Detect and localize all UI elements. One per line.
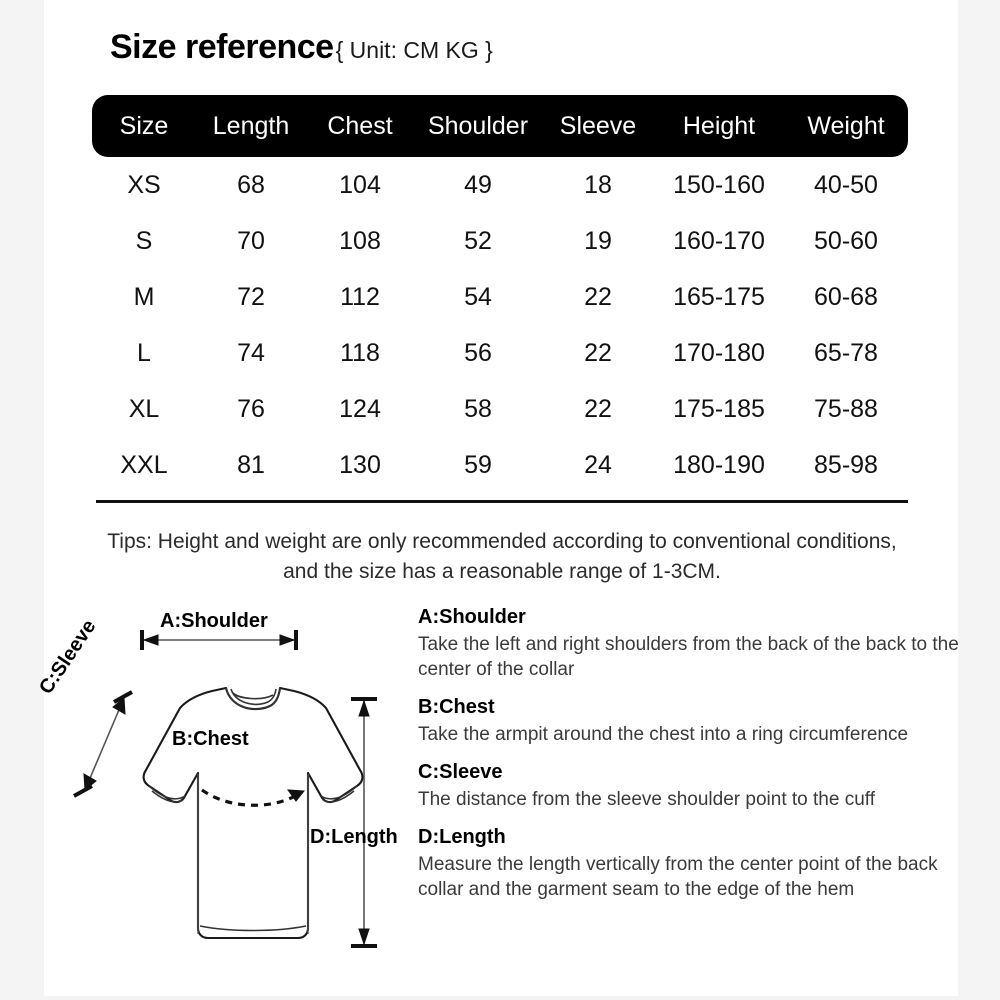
description-title: C:Sleeve xyxy=(418,761,503,783)
cell-shoulder: 59 xyxy=(414,437,542,493)
page-title: Size reference { Unit: CM KG } xyxy=(110,28,493,67)
cell-size: M xyxy=(92,269,196,325)
length-dimension-arrow xyxy=(351,697,377,948)
description-title: D:Length xyxy=(418,826,506,848)
cell-chest: 112 xyxy=(306,269,414,325)
cell-height: 165-175 xyxy=(654,269,784,325)
cell-length: 68 xyxy=(196,157,306,213)
column-header-chest: Chest xyxy=(327,111,393,140)
description-chest: B:Chest Take the armpit around the chest… xyxy=(418,694,963,747)
section-divider xyxy=(96,500,908,503)
description-length: D:Length Measure the length vertically f… xyxy=(418,824,963,902)
cell-length: 81 xyxy=(196,437,306,493)
page-right-gutter xyxy=(958,0,1000,1000)
tshirt-outline xyxy=(142,686,364,940)
cell-size: XXL xyxy=(92,437,196,493)
bottom-hem-line xyxy=(199,925,307,932)
column-header-weight: Weight xyxy=(807,111,885,140)
diagram-label-chest: B:Chest xyxy=(172,728,249,750)
column-header-shoulder: Shoulder xyxy=(427,111,529,140)
size-table-container: Size Length Chest Shoulder Sleeve Height… xyxy=(92,95,908,493)
description-sleeve: C:Sleeve The distance from the sleeve sh… xyxy=(418,759,963,812)
cell-weight: 60-68 xyxy=(784,269,908,325)
table-row: XXL 81 130 59 24 180-190 85-98 xyxy=(92,437,908,493)
side-seam-lines xyxy=(197,774,309,934)
cell-sleeve: 18 xyxy=(542,157,654,213)
description-title: A:Shoulder xyxy=(418,606,526,628)
cell-size: S xyxy=(92,213,196,269)
column-header-length: Length xyxy=(212,111,290,140)
cell-shoulder: 54 xyxy=(414,269,542,325)
description-body: Take the armpit around the chest into a … xyxy=(418,724,909,745)
cell-size: XS xyxy=(92,157,196,213)
cell-length: 76 xyxy=(196,381,306,437)
sleeve-dimension-arrow xyxy=(73,690,133,798)
tshirt-illustration-svg xyxy=(73,630,377,948)
description-body: Take the left and right shoulders from t… xyxy=(418,634,959,680)
cell-weight: 65-78 xyxy=(784,325,908,381)
description-body: The distance from the sleeve shoulder po… xyxy=(418,789,875,810)
cell-weight: 85-98 xyxy=(784,437,908,493)
cell-shoulder: 56 xyxy=(414,325,542,381)
tips-text: Tips: Height and weight are only recomme… xyxy=(107,530,897,583)
cell-chest: 124 xyxy=(306,381,414,437)
description-title: B:Chest xyxy=(418,696,495,718)
diagram-label-shoulder: A:Shoulder xyxy=(160,610,268,632)
page-title-text: Size reference xyxy=(110,28,334,66)
cell-weight: 40-50 xyxy=(784,157,908,213)
column-header-height: Height xyxy=(682,111,756,140)
cell-height: 170-180 xyxy=(654,325,784,381)
cell-weight: 50-60 xyxy=(784,213,908,269)
cell-chest: 118 xyxy=(306,325,414,381)
cell-sleeve: 22 xyxy=(542,269,654,325)
cell-length: 74 xyxy=(196,325,306,381)
table-header-row: Size Length Chest Shoulder Sleeve Height… xyxy=(92,95,908,157)
cell-sleeve: 22 xyxy=(542,325,654,381)
shoulder-dimension-arrow xyxy=(140,630,298,650)
sleeve-hem-lines xyxy=(148,785,358,803)
page-bottom-gutter xyxy=(0,996,1000,1000)
cell-chest: 104 xyxy=(306,157,414,213)
cell-sleeve: 24 xyxy=(542,437,654,493)
cell-chest: 130 xyxy=(306,437,414,493)
description-shoulder: A:Shoulder Take the left and right shoul… xyxy=(418,604,963,682)
diagram-label-length: D:Length xyxy=(310,826,398,848)
unit-note: { Unit: CM KG } xyxy=(335,37,493,63)
cell-shoulder: 58 xyxy=(414,381,542,437)
tshirt-measurement-diagram: A:Shoulder C:Sleeve B:Chest D:Length xyxy=(30,598,430,988)
table-row: S 70 108 52 19 160-170 50-60 xyxy=(92,213,908,269)
cell-sleeve: 22 xyxy=(542,381,654,437)
chest-dashed-line xyxy=(201,788,305,807)
cell-weight: 75-88 xyxy=(784,381,908,437)
cell-chest: 108 xyxy=(306,213,414,269)
cell-height: 175-185 xyxy=(654,381,784,437)
size-table-head: Size Length Chest Shoulder Sleeve Height… xyxy=(92,95,908,157)
table-row: L 74 118 56 22 170-180 65-78 xyxy=(92,325,908,381)
cell-length: 72 xyxy=(196,269,306,325)
column-header-sleeve: Sleeve xyxy=(559,111,637,140)
table-row: XS 68 104 49 18 150-160 40-50 xyxy=(92,157,908,213)
measurement-descriptions: A:Shoulder Take the left and right shoul… xyxy=(418,604,963,914)
column-header-size: Size xyxy=(119,111,169,140)
cell-size: XL xyxy=(92,381,196,437)
cell-shoulder: 49 xyxy=(414,157,542,213)
description-body: Measure the length vertically from the c… xyxy=(418,854,938,900)
cell-length: 70 xyxy=(196,213,306,269)
cell-height: 150-160 xyxy=(654,157,784,213)
cell-height: 160-170 xyxy=(654,213,784,269)
cell-sleeve: 19 xyxy=(542,213,654,269)
table-row: XL 76 124 58 22 175-185 75-88 xyxy=(92,381,908,437)
size-table: Size Length Chest Shoulder Sleeve Height… xyxy=(92,95,908,493)
cell-size: L xyxy=(92,325,196,381)
table-row: M 72 112 54 22 165-175 60-68 xyxy=(92,269,908,325)
page-left-gutter xyxy=(0,0,44,1000)
size-table-body: XS 68 104 49 18 150-160 40-50 S 70 108 5… xyxy=(92,157,908,493)
collar-rib xyxy=(225,687,281,710)
cell-height: 180-190 xyxy=(654,437,784,493)
cell-shoulder: 52 xyxy=(414,213,542,269)
